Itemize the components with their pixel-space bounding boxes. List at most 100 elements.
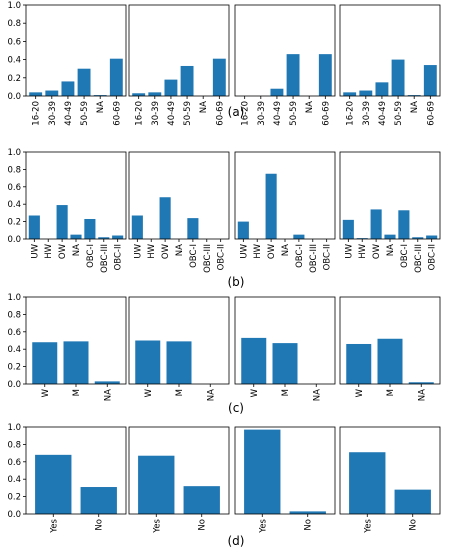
panel-caption: (c) <box>228 401 244 415</box>
x-tick-label: W <box>250 388 260 397</box>
x-tick-label: W <box>41 388 51 397</box>
subplot-3-2: W M NA <box>128 296 230 401</box>
bar <box>45 90 59 96</box>
y-tick-label: 1.0 <box>7 423 21 433</box>
x-tick-label: OBC-III <box>414 244 424 273</box>
x-tick-label: OBC-II <box>114 244 124 270</box>
x-tick-label: UW <box>133 243 143 258</box>
x-tick-label: HW <box>44 243 54 258</box>
axes-frame <box>234 4 336 97</box>
x-tick-label: No <box>304 519 314 531</box>
subplot-3-1: 0.0 0.2 0.4 0.6 0.8 1.0 W M NA <box>7 293 127 401</box>
bar <box>244 429 281 514</box>
bar <box>426 235 438 239</box>
bar <box>359 90 373 96</box>
y-tick-label: 0.4 <box>7 200 21 210</box>
x-tick-label: HW <box>358 243 368 258</box>
x-tick-label: 40-49 <box>64 101 74 126</box>
y-tick-label: 1.0 <box>7 1 21 11</box>
x-tick-label: M <box>175 389 185 396</box>
bar <box>138 455 175 514</box>
bar <box>286 54 300 96</box>
x-tick-label: NA <box>199 101 209 113</box>
subplot-1-1: 0.0 0.2 0.4 0.6 0.8 1.0 16-20 30-39 40-49 50-59 NA… <box>7 1 127 126</box>
bar <box>56 205 68 239</box>
bar <box>289 511 326 514</box>
bar <box>342 219 354 239</box>
y-tick-label: 0.6 <box>7 458 21 468</box>
x-tick-label: OW <box>267 243 277 259</box>
y-tick-label: 0.8 <box>7 19 21 29</box>
bar <box>77 68 91 96</box>
x-tick-label: 30-39 <box>362 101 372 126</box>
x-tick-label: 16-20 <box>241 101 251 126</box>
bar <box>63 341 89 384</box>
y-tick-label: 0.2 <box>7 493 21 503</box>
x-tick-label: Yes <box>49 518 59 533</box>
x-tick-label: W <box>355 388 365 397</box>
bar <box>408 382 434 384</box>
bar <box>343 92 357 96</box>
bar <box>398 210 410 239</box>
x-tick-label: OBC-I <box>295 244 305 268</box>
y-tick-label: 0.6 <box>7 328 21 338</box>
axes-frame <box>128 151 230 240</box>
x-tick-label: HW <box>147 243 157 258</box>
axes-frame <box>234 426 336 515</box>
y-tick-label: 0.2 <box>7 74 21 84</box>
subplot-4-3: Yes No <box>234 426 336 534</box>
x-tick-label: 40-49 <box>167 101 177 126</box>
bar <box>423 65 437 96</box>
y-tick-label: 0.8 <box>7 440 21 450</box>
bar <box>29 92 43 96</box>
x-tick-label: NA <box>103 389 113 401</box>
x-tick-label: UW <box>30 243 40 258</box>
y-tick-label: 0.4 <box>7 475 21 485</box>
axes-frame <box>25 426 127 515</box>
bar <box>28 215 40 239</box>
subplot-1-2: 16-20 30-39 40-49 50-59 NA 60-69 <box>128 4 230 126</box>
bar <box>377 338 403 384</box>
bar <box>183 486 220 514</box>
bar <box>293 234 305 239</box>
axes-frame <box>128 426 230 515</box>
x-tick-label: OW <box>161 243 171 259</box>
y-tick-label: 0.4 <box>7 345 21 355</box>
x-tick-label: No <box>409 519 419 531</box>
y-tick-label: 0.0 <box>7 510 21 520</box>
x-tick-label: 50-59 <box>289 101 299 126</box>
x-tick-label: 30-39 <box>151 101 161 126</box>
x-tick-label: W <box>144 388 154 397</box>
y-tick-label: 0.0 <box>7 92 21 102</box>
bar <box>135 340 161 384</box>
axes-frame <box>25 151 127 240</box>
bar <box>148 92 162 96</box>
x-tick-label: NA <box>417 389 427 401</box>
x-tick-label: 60-69 <box>215 101 225 126</box>
subplot-3-4: W M NA <box>339 296 441 401</box>
bar <box>412 237 424 239</box>
bar <box>80 487 117 514</box>
subplot-4-4: Yes No <box>339 426 441 534</box>
x-tick-label: 16-20 <box>346 101 356 126</box>
x-tick-label: OBC-III <box>203 244 213 273</box>
y-tick-label: 0.0 <box>7 235 21 245</box>
x-tick-label: NA <box>305 101 315 113</box>
axes-frame <box>128 4 230 97</box>
subplot-1-3: 16-20 30-39 40-49 50-59 NA 60-69 <box>234 4 336 126</box>
bar <box>131 215 143 239</box>
bar <box>180 65 194 96</box>
subplot-4-1: 0.0 0.2 0.4 0.6 0.8 1.0 Yes No <box>7 423 127 534</box>
bar <box>98 237 110 239</box>
bar <box>318 54 332 96</box>
subplot-3-3: W M NA <box>234 296 336 401</box>
bar <box>391 59 405 96</box>
x-tick-label: 60-69 <box>321 101 331 126</box>
x-tick-label: 50-59 <box>80 101 90 126</box>
x-tick-label: No <box>198 519 208 531</box>
bar <box>272 343 298 384</box>
x-tick-label: 60-69 <box>426 101 436 126</box>
axes-frame <box>339 426 441 515</box>
x-tick-label: Yes <box>363 518 373 533</box>
bar <box>93 95 107 96</box>
